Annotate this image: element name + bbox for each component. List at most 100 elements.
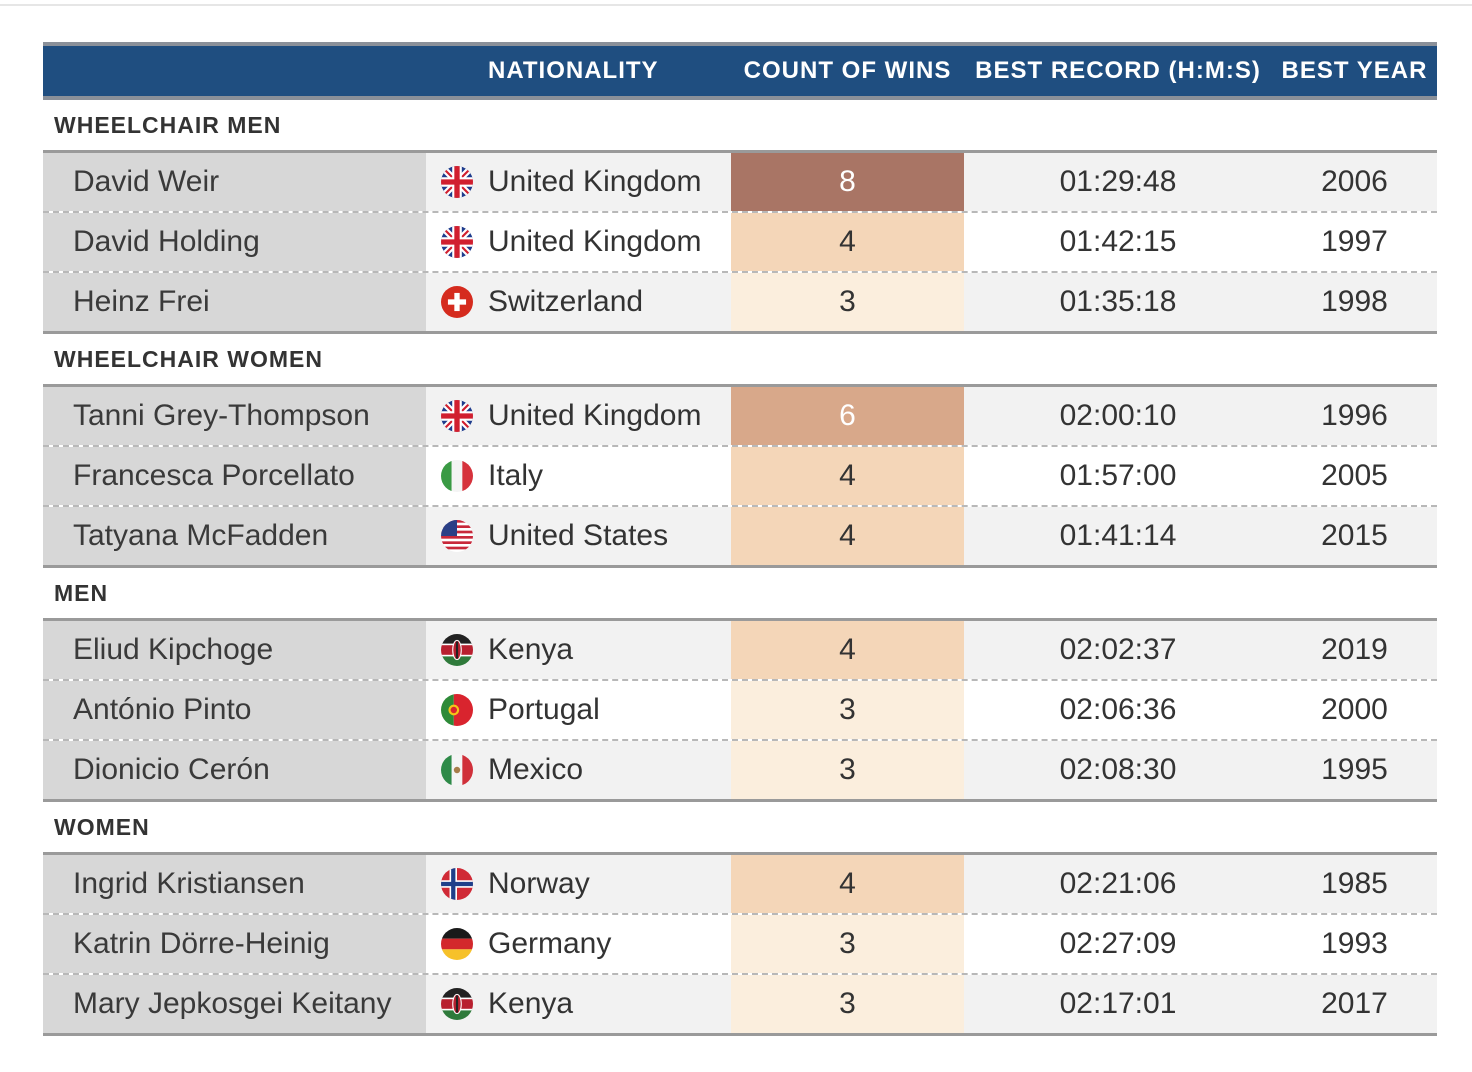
- flag-cell: [426, 507, 488, 565]
- table-row: David Holding United Kingdom 4 01:42:15 1997: [43, 213, 1437, 273]
- table-row: António Pinto Portugal 3 02:06:36 2000: [43, 681, 1437, 741]
- nationality: United Kingdom: [488, 387, 731, 445]
- table-header: NATIONALITY COUNT OF WINS BEST RECORD (H…: [43, 42, 1437, 100]
- flag-cell: [426, 447, 488, 505]
- mexico-flag-icon: [441, 754, 473, 786]
- uk-flag-icon: [441, 400, 473, 432]
- athlete-name: Tanni Grey-Thompson: [43, 387, 426, 445]
- count-of-wins: 4: [731, 621, 964, 679]
- athlete-name: David Weir: [43, 153, 426, 211]
- best-record: 02:06:36: [964, 681, 1272, 739]
- best-record: 01:41:14: [964, 507, 1272, 565]
- athlete-name: António Pinto: [43, 681, 426, 739]
- flag-cell: [426, 975, 488, 1033]
- germany-flag-icon: [441, 928, 473, 960]
- best-year: 2005: [1272, 447, 1437, 505]
- group-title-wheelchair-women: WHEELCHAIR WOMEN: [43, 334, 1437, 387]
- header-best-year: BEST YEAR: [1281, 57, 1428, 84]
- nationality: Switzerland: [488, 273, 731, 331]
- header-nationality: NATIONALITY: [488, 57, 659, 84]
- nationality: Kenya: [488, 621, 731, 679]
- best-year: 2015: [1272, 507, 1437, 565]
- athlete-name: Francesca Porcellato: [43, 447, 426, 505]
- best-year: 1993: [1272, 915, 1437, 973]
- top-divider: [0, 4, 1472, 6]
- marathon-winners-table: NATIONALITY COUNT OF WINS BEST RECORD (H…: [43, 42, 1437, 1036]
- count-of-wins: 3: [731, 741, 964, 799]
- best-record: 02:08:30: [964, 741, 1272, 799]
- flag-cell: [426, 681, 488, 739]
- group-title-women: WOMEN: [43, 802, 1437, 855]
- table-row: Eliud Kipchoge Kenya 4 02:02:37 2019: [43, 621, 1437, 681]
- best-record: 01:57:00: [964, 447, 1272, 505]
- table-row: Francesca Porcellato Italy 4 01:57:00 2005: [43, 447, 1437, 507]
- nationality: United States: [488, 507, 731, 565]
- switzerland-flag-icon: [441, 286, 473, 318]
- flag-cell: [426, 855, 488, 913]
- flag-cell: [426, 621, 488, 679]
- table-row: David Weir United Kingdom 8 01:29:48 2006: [43, 153, 1437, 213]
- group-title-wheelchair-men: WHEELCHAIR MEN: [43, 100, 1437, 153]
- usa-flag-icon: [441, 520, 473, 552]
- table-row: Tatyana McFadden United States 4 01:41:14 20…: [43, 507, 1437, 565]
- best-record: 01:42:15: [964, 213, 1272, 271]
- header-count-of-wins: COUNT OF WINS: [743, 57, 952, 84]
- count-of-wins: 6: [731, 387, 964, 445]
- best-year: 2000: [1272, 681, 1437, 739]
- best-record: 02:00:10: [964, 387, 1272, 445]
- table-body: WHEELCHAIR MEN David Weir United Kingdom 8 0…: [43, 100, 1437, 1036]
- flag-cell: [426, 213, 488, 271]
- flag-cell: [426, 387, 488, 445]
- table-row: Heinz Frei Switzerland 3 01:35:18 1998: [43, 273, 1437, 331]
- kenya-flag-icon: [441, 634, 473, 666]
- norway-flag-icon: [441, 868, 473, 900]
- nationality: United Kingdom: [488, 213, 731, 271]
- count-of-wins: 4: [731, 447, 964, 505]
- table-row: Katrin Dörre-Heinig Germany 3 02:27:09 1993: [43, 915, 1437, 975]
- group-wheelchair-women: Tanni Grey-Thompson United Kingdom 6 02:00:…: [43, 387, 1437, 568]
- count-of-wins: 3: [731, 681, 964, 739]
- flag-cell: [426, 741, 488, 799]
- best-record: 02:17:01: [964, 975, 1272, 1033]
- nationality: United Kingdom: [488, 153, 731, 211]
- nationality: Norway: [488, 855, 731, 913]
- count-of-wins: 8: [731, 153, 964, 211]
- count-of-wins: 3: [731, 273, 964, 331]
- table-row: Tanni Grey-Thompson United Kingdom 6 02:00:…: [43, 387, 1437, 447]
- uk-flag-icon: [441, 166, 473, 198]
- kenya-flag-icon: [441, 988, 473, 1020]
- best-year: 2006: [1272, 153, 1437, 211]
- best-year: 1995: [1272, 741, 1437, 799]
- athlete-name: Dionicio Cerón: [43, 741, 426, 799]
- group-men: Eliud Kipchoge Kenya 4 02:02:37 2019 António …: [43, 621, 1437, 802]
- athlete-name: Heinz Frei: [43, 273, 426, 331]
- count-of-wins: 3: [731, 915, 964, 973]
- nationality: Germany: [488, 915, 731, 973]
- group-women: Ingrid Kristiansen Norway 4 02:21:06 1985 Kat…: [43, 855, 1437, 1036]
- athlete-name: Mary Jepkosgei Keitany: [43, 975, 426, 1033]
- nationality: Kenya: [488, 975, 731, 1033]
- group-title-men: MEN: [43, 568, 1437, 621]
- nationality: Portugal: [488, 681, 731, 739]
- best-year: 1985: [1272, 855, 1437, 913]
- flag-cell: [426, 153, 488, 211]
- count-of-wins: 4: [731, 507, 964, 565]
- athlete-name: Katrin Dörre-Heinig: [43, 915, 426, 973]
- best-record: 01:29:48: [964, 153, 1272, 211]
- best-year: 1996: [1272, 387, 1437, 445]
- portugal-flag-icon: [441, 694, 473, 726]
- flag-cell: [426, 915, 488, 973]
- best-year: 2017: [1272, 975, 1437, 1033]
- best-year: 1998: [1272, 273, 1437, 331]
- athlete-name: Ingrid Kristiansen: [43, 855, 426, 913]
- count-of-wins: 4: [731, 855, 964, 913]
- athlete-name: David Holding: [43, 213, 426, 271]
- best-year: 1997: [1272, 213, 1437, 271]
- italy-flag-icon: [441, 460, 473, 492]
- flag-cell: [426, 273, 488, 331]
- header-best-record: BEST RECORD (H:M:S): [975, 57, 1261, 84]
- best-record: 02:21:06: [964, 855, 1272, 913]
- athlete-name: Tatyana McFadden: [43, 507, 426, 565]
- athlete-name: Eliud Kipchoge: [43, 621, 426, 679]
- uk-flag-icon: [441, 226, 473, 258]
